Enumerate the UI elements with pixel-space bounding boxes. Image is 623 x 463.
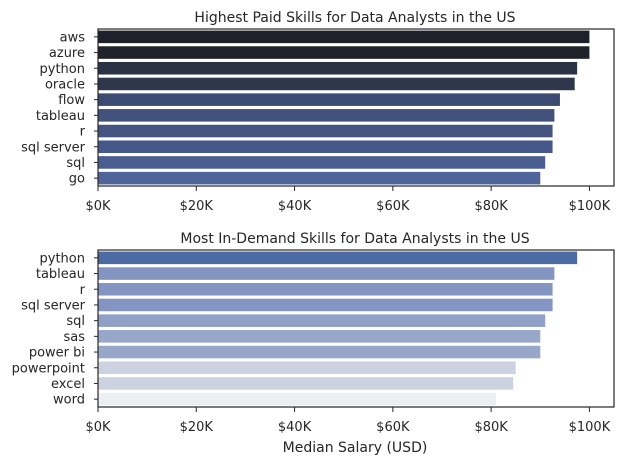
bottom-chart-bar xyxy=(98,377,514,390)
top-chart-x-tick-label: $80K xyxy=(474,199,508,214)
bottom-chart-bar xyxy=(98,330,541,343)
bottom-chart-x-tick-label: $20K xyxy=(180,420,214,435)
bottom-chart-bar xyxy=(98,392,497,406)
top-chart-bar xyxy=(98,171,541,185)
bottom-chart-bar xyxy=(98,251,578,265)
bottom-chart-y-tick-label: sql server xyxy=(21,298,86,313)
bottom-chart-x-tick-label: $40K xyxy=(278,420,312,435)
bottom-chart-x-tick-label: $100K xyxy=(569,420,611,435)
bottom-chart-bar xyxy=(98,267,555,280)
top-chart-x-tick-label: $40K xyxy=(278,199,312,214)
top-chart-bar xyxy=(98,46,590,59)
top-chart-bar xyxy=(98,93,560,106)
bottom-chart-y-tick-label: power bi xyxy=(29,346,85,361)
top-chart-x-tick-label: $60K xyxy=(376,199,410,214)
bottom-chart-xlabel: Median Salary (USD) xyxy=(283,440,428,456)
top-chart-y-tick-label: flow xyxy=(58,93,85,108)
top-chart-x-tick-label: $100K xyxy=(569,199,611,214)
top-chart-y-tick-label: python xyxy=(40,62,85,77)
top-chart-bar xyxy=(98,140,553,154)
bottom-chart-bar xyxy=(98,314,546,327)
top-chart-x-tick-label: $0K xyxy=(85,199,111,214)
top-chart-bar xyxy=(98,77,575,91)
top-chart-y-tick-label: r xyxy=(80,125,86,140)
bottom-chart-x-tick-label: $80K xyxy=(474,420,508,435)
top-chart-y-tick-label: go xyxy=(69,172,85,187)
top-chart-y-tick-label: sql xyxy=(66,156,85,171)
bottom-chart-y-tick-label: sql xyxy=(66,314,85,329)
bottom-chart: Most In-Demand Skills for Data Analysts … xyxy=(12,231,615,456)
bottom-chart-y-tick-label: word xyxy=(53,393,85,408)
bottom-chart-y-tick-label: python xyxy=(40,251,85,266)
top-chart-title: Highest Paid Skills for Data Analysts in… xyxy=(194,10,515,26)
top-chart-bar xyxy=(98,124,553,138)
bottom-chart-x-tick-label: $0K xyxy=(85,420,111,435)
bottom-chart-y-tick-label: sas xyxy=(63,330,85,345)
top-chart-bar xyxy=(98,30,590,44)
bottom-chart-x-tick-label: $60K xyxy=(376,420,410,435)
bottom-chart-y-tick-label: powerpoint xyxy=(12,361,85,376)
top-chart-axes-frame xyxy=(97,28,615,187)
top-chart-y-tick-label: tableau xyxy=(36,109,85,124)
bottom-chart-title: Most In-Demand Skills for Data Analysts … xyxy=(180,231,529,247)
bottom-chart-y-tick-label: excel xyxy=(51,377,85,392)
top-chart-y-tick-label: aws xyxy=(60,30,86,45)
top-chart-y-tick-label: azure xyxy=(49,46,85,61)
top-chart-bar xyxy=(98,61,578,75)
top-chart-y-tick-label: oracle xyxy=(45,77,85,92)
bottom-chart-axes-frame xyxy=(97,249,615,408)
bottom-chart-bar xyxy=(98,282,553,296)
top-chart-x-tick-label: $20K xyxy=(180,199,214,214)
top-chart: Highest Paid Skills for Data Analysts in… xyxy=(21,10,615,214)
top-chart-bar xyxy=(98,109,555,122)
bottom-chart-y-tick-label: tableau xyxy=(36,267,85,282)
bottom-chart-bar xyxy=(98,298,553,312)
bottom-chart-y-tick-label: r xyxy=(80,283,86,298)
bottom-chart-bar xyxy=(98,361,516,375)
bottom-chart-bar xyxy=(98,345,541,359)
top-chart-bar xyxy=(98,156,546,169)
top-chart-y-tick-label: sql server xyxy=(21,140,86,155)
